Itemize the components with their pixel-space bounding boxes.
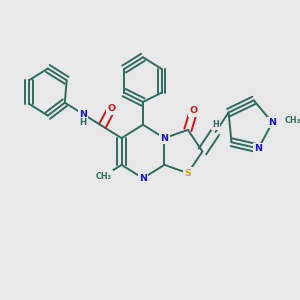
Text: N: N	[268, 118, 276, 127]
Text: S: S	[184, 169, 191, 178]
Text: N: N	[139, 174, 147, 183]
Text: N: N	[254, 144, 262, 153]
Text: O: O	[190, 106, 198, 115]
Text: CH₃: CH₃	[285, 116, 300, 125]
Text: H: H	[80, 118, 87, 127]
Text: CH₃: CH₃	[95, 172, 111, 181]
Text: H: H	[212, 120, 219, 129]
Text: N: N	[79, 110, 87, 118]
Text: N: N	[160, 134, 168, 142]
Text: O: O	[107, 104, 116, 113]
